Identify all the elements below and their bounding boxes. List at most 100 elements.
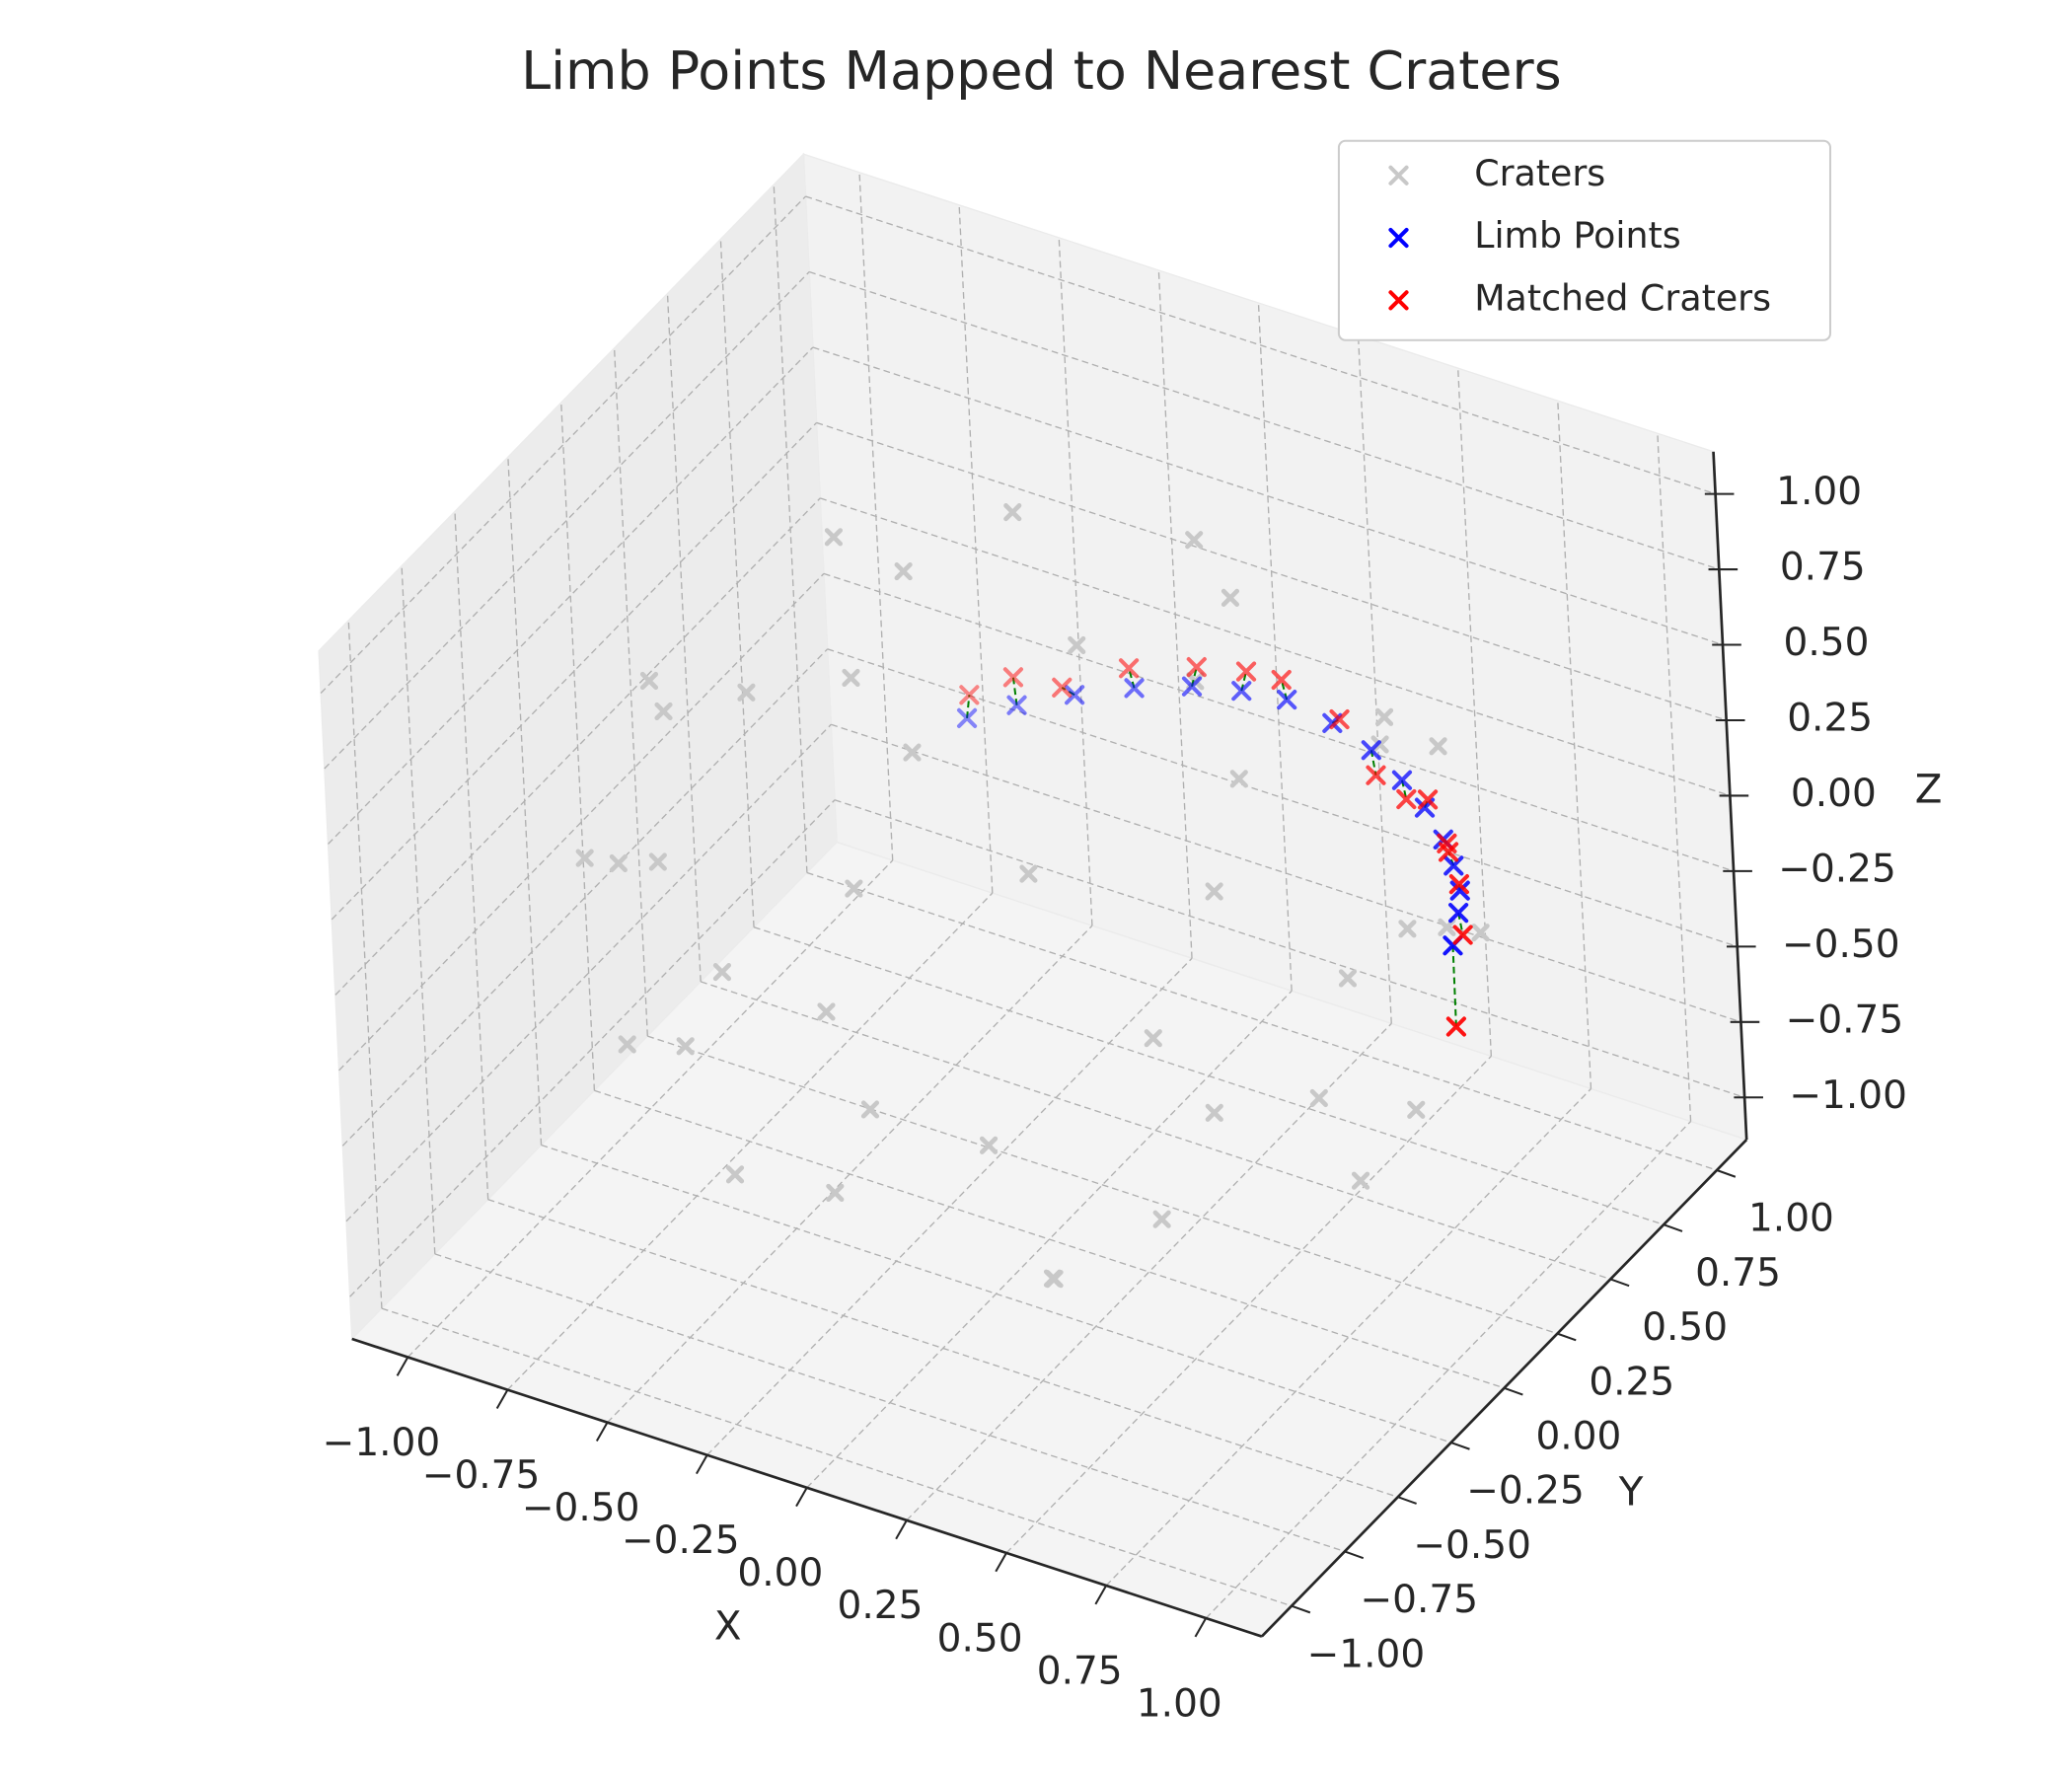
grid-line xyxy=(613,347,648,1037)
y-tick-label: 0.50 xyxy=(1642,1305,1728,1350)
matched-marker xyxy=(1452,925,1473,945)
grid-line xyxy=(706,957,1193,1456)
crater-marker xyxy=(1221,588,1240,607)
matched-marker xyxy=(1448,874,1469,895)
limb-marker xyxy=(1124,678,1145,699)
y-tick-label: −0.75 xyxy=(1360,1578,1478,1622)
x-axis-label: X xyxy=(714,1602,742,1649)
crater-marker xyxy=(894,562,913,581)
limb-marker xyxy=(1391,770,1413,790)
crater-marker xyxy=(609,853,628,873)
grid-line xyxy=(1105,1088,1591,1587)
x-tick-label: 1.00 xyxy=(1137,1681,1222,1726)
y-tick xyxy=(1504,1386,1523,1396)
y-tick-label: −0.25 xyxy=(1466,1469,1585,1514)
crater-marker xyxy=(725,1165,745,1184)
match-line xyxy=(966,695,971,718)
crater-marker xyxy=(575,849,594,867)
panes xyxy=(318,152,1763,1638)
grid-line xyxy=(700,981,1611,1281)
crater-marker xyxy=(817,1002,836,1021)
matched-marker xyxy=(1002,667,1024,688)
grid-line xyxy=(324,271,810,770)
crater-marker xyxy=(1374,707,1394,726)
grid-line xyxy=(1357,335,1392,1024)
crater-marker xyxy=(1043,1269,1063,1288)
x-tick xyxy=(696,1454,708,1475)
crater-marker xyxy=(903,743,922,762)
x-tick-label: −0.50 xyxy=(522,1486,640,1530)
z-tick-label: 0.75 xyxy=(1780,546,1866,590)
grid-line xyxy=(560,402,596,1091)
crater-marker xyxy=(1003,503,1022,522)
z-tick-label: −0.50 xyxy=(1782,923,1900,967)
matched-marker xyxy=(1366,765,1386,785)
grid-line xyxy=(487,1199,1398,1498)
x-tick xyxy=(895,1519,908,1540)
grid-line xyxy=(320,195,806,694)
crater-marker xyxy=(1338,969,1358,988)
matched-marker xyxy=(1052,677,1073,698)
grid-line xyxy=(1005,1055,1492,1554)
grid-line xyxy=(806,990,1293,1489)
crater-marker xyxy=(737,683,756,702)
crater-marker xyxy=(860,1100,880,1119)
matched-marker xyxy=(959,685,980,705)
grid-line xyxy=(816,421,1727,721)
y-tick-label: −0.50 xyxy=(1413,1523,1531,1568)
grid-line xyxy=(805,195,1716,495)
matched-marker xyxy=(1417,789,1439,810)
match-line xyxy=(1011,677,1018,705)
limb-marker xyxy=(1361,740,1381,761)
grid-line xyxy=(381,1307,1293,1607)
matched-marker xyxy=(1271,669,1292,691)
legend-label: Craters xyxy=(1474,152,1605,194)
crater-marker xyxy=(618,1035,636,1054)
grid-line xyxy=(338,572,825,1072)
grid-line xyxy=(812,346,1724,646)
y-tick xyxy=(1291,1604,1311,1614)
grid-line xyxy=(331,421,818,921)
legend-marker xyxy=(1388,227,1409,249)
grid-line xyxy=(647,1035,1558,1335)
matched-marker xyxy=(1445,1016,1466,1037)
legend-box xyxy=(1337,139,1832,341)
matched-marker xyxy=(1186,656,1207,678)
crater-marker xyxy=(1471,924,1490,942)
z-tick-label: 0.50 xyxy=(1784,621,1870,665)
match-line xyxy=(1369,750,1377,776)
crater-marker xyxy=(1429,737,1447,756)
y-axis-label: Y xyxy=(1618,1469,1644,1516)
crater-marker xyxy=(842,668,860,688)
y-tick-label: 1.00 xyxy=(1748,1197,1834,1241)
grid-line xyxy=(345,723,832,1222)
y-tick xyxy=(1716,1169,1737,1178)
match-line xyxy=(1451,945,1457,1027)
x-tick-label: −0.75 xyxy=(422,1453,541,1498)
limb-marker xyxy=(1277,689,1297,710)
crater-marker xyxy=(1438,918,1456,936)
grid-line xyxy=(1557,401,1592,1089)
matched-marker xyxy=(1235,661,1257,682)
x-tick-label: 0.50 xyxy=(937,1616,1023,1661)
grid-line xyxy=(607,925,1093,1424)
grid-line xyxy=(334,497,821,996)
grid-line xyxy=(834,799,1745,1098)
grid-line xyxy=(541,1144,1451,1443)
x-tick-label: 0.00 xyxy=(737,1551,823,1595)
y-tick-label: 0.00 xyxy=(1535,1414,1621,1458)
z-tick-label: 0.00 xyxy=(1791,772,1877,816)
grid-line xyxy=(349,799,836,1297)
limb-marker xyxy=(1448,903,1469,924)
z-tick-label: 1.00 xyxy=(1776,470,1862,514)
z-tick-label: 0.25 xyxy=(1787,696,1873,740)
crater-marker xyxy=(824,528,844,547)
z-tick-label: −0.25 xyxy=(1778,847,1896,891)
x-tick xyxy=(396,1357,409,1376)
x-tick-label: 0.25 xyxy=(838,1584,924,1628)
crater-marker xyxy=(1205,882,1223,901)
crater-marker xyxy=(1309,1088,1328,1108)
limb-marker xyxy=(1449,880,1470,901)
legend-label: Limb Points xyxy=(1474,214,1680,257)
crater-marker xyxy=(648,852,667,871)
